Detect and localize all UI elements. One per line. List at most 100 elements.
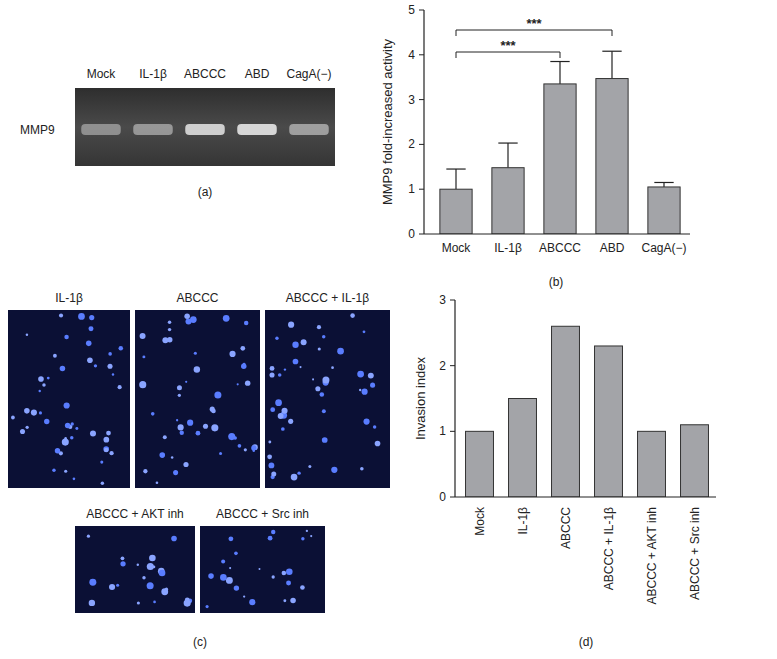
cell-dot — [52, 468, 55, 471]
cell-dot — [214, 392, 221, 399]
cell-dot — [196, 431, 201, 436]
cell-dot — [228, 433, 235, 440]
cell-dot — [89, 579, 96, 586]
cell-dot — [38, 376, 44, 382]
category-label: CagA(−) — [641, 241, 686, 255]
cell-dot — [221, 559, 225, 563]
cell-dot — [226, 577, 233, 584]
cell-dot — [194, 352, 197, 355]
panel-label: (a) — [198, 185, 213, 199]
cell-dot — [109, 451, 113, 455]
cell-dot — [318, 347, 321, 350]
cell-dot — [156, 481, 159, 484]
panel-label: (c) — [193, 635, 207, 649]
cell-dot — [64, 402, 70, 408]
cell-dot — [282, 408, 288, 414]
significance-bracket: *** — [456, 16, 612, 36]
cell-dot — [322, 409, 326, 413]
bar — [638, 431, 666, 497]
cell-dot — [64, 470, 67, 473]
cell-dot — [118, 385, 122, 389]
cell-dot — [42, 383, 45, 386]
cell-dot — [106, 431, 111, 436]
significance-label: *** — [526, 16, 542, 31]
cell-dot — [121, 556, 125, 560]
cell-dot — [70, 436, 73, 439]
cell-dot — [171, 456, 174, 459]
tick-mark — [450, 365, 455, 366]
category-label: ABCCC + IL-1β — [602, 507, 616, 590]
tick-mark — [419, 99, 424, 100]
bars — [440, 51, 680, 234]
cell-dot — [288, 419, 293, 424]
error-bar — [498, 143, 517, 168]
tick-label: 2 — [408, 137, 415, 151]
cell-dot — [171, 536, 177, 542]
cell-dot — [243, 595, 245, 597]
image-label: ABCCC + IL-1β — [286, 291, 369, 305]
row-label: MMP9 — [20, 123, 55, 137]
cell-dot — [73, 478, 76, 481]
panel-label: (d) — [579, 635, 594, 649]
category-label: ABCCC — [559, 507, 573, 549]
error-cap — [602, 51, 621, 52]
cell-dot — [159, 570, 166, 577]
cell-dot — [237, 383, 239, 385]
cell-dot — [71, 422, 74, 425]
chart: 012345MockIL-1βABCCCABDCagA(−)MMP9 fold-… — [380, 3, 690, 289]
error-bar — [602, 51, 621, 78]
bar — [648, 187, 680, 234]
error-cap — [446, 168, 465, 169]
cell-dot — [89, 315, 94, 320]
tick-label: 5 — [408, 3, 415, 17]
cell-dot — [60, 366, 66, 372]
cell-dot — [292, 342, 298, 348]
cell-dot — [168, 328, 171, 331]
cell-dot — [143, 469, 147, 473]
cell-dot — [312, 378, 314, 380]
gel-band — [237, 124, 277, 135]
tick-label: 1 — [439, 424, 446, 438]
cell-dot — [229, 351, 235, 357]
cell-dot — [75, 427, 78, 430]
cell-dot — [103, 446, 109, 452]
cell-dot — [268, 441, 271, 444]
category-label: Mock — [442, 241, 472, 255]
cell-dot — [62, 439, 69, 446]
error-stem — [455, 169, 456, 189]
cell-dot — [308, 465, 311, 468]
cell-dot — [137, 563, 139, 565]
cell-dot — [185, 597, 190, 602]
category-label: ABCCC + Src inh — [688, 507, 702, 600]
error-stem — [611, 51, 612, 78]
cell-dot — [234, 551, 238, 555]
cell-dot — [194, 366, 200, 372]
cell-dot — [219, 452, 222, 455]
cell-dot — [244, 321, 249, 326]
cell-dot — [137, 601, 140, 604]
cell-dot — [286, 581, 291, 586]
cell-dot — [139, 381, 146, 388]
tick-label: 0 — [408, 227, 415, 241]
cell-dot — [147, 582, 154, 589]
bar — [552, 326, 580, 497]
cell-dot — [310, 535, 312, 537]
cell-dot — [360, 467, 364, 471]
tick-mark — [419, 10, 424, 11]
cell-dot — [315, 386, 320, 391]
chart: 0123MockIL-1βABCCCABCCC + IL-1βABCCC + A… — [413, 293, 716, 649]
cell-dot — [252, 444, 258, 450]
error-cap — [654, 182, 673, 183]
error-bar — [654, 182, 673, 186]
lane-label: Mock — [87, 67, 117, 81]
bar — [509, 399, 537, 498]
y-axis-label: Invasion index — [413, 356, 428, 440]
cell-dot — [290, 598, 296, 604]
cell-dot — [26, 333, 29, 336]
tick-mark — [419, 144, 424, 145]
cell-dot — [249, 599, 255, 605]
tick-mark — [419, 189, 424, 190]
tick-label: 2 — [439, 359, 446, 373]
cell-dot — [64, 335, 68, 339]
error-cap — [550, 61, 569, 62]
